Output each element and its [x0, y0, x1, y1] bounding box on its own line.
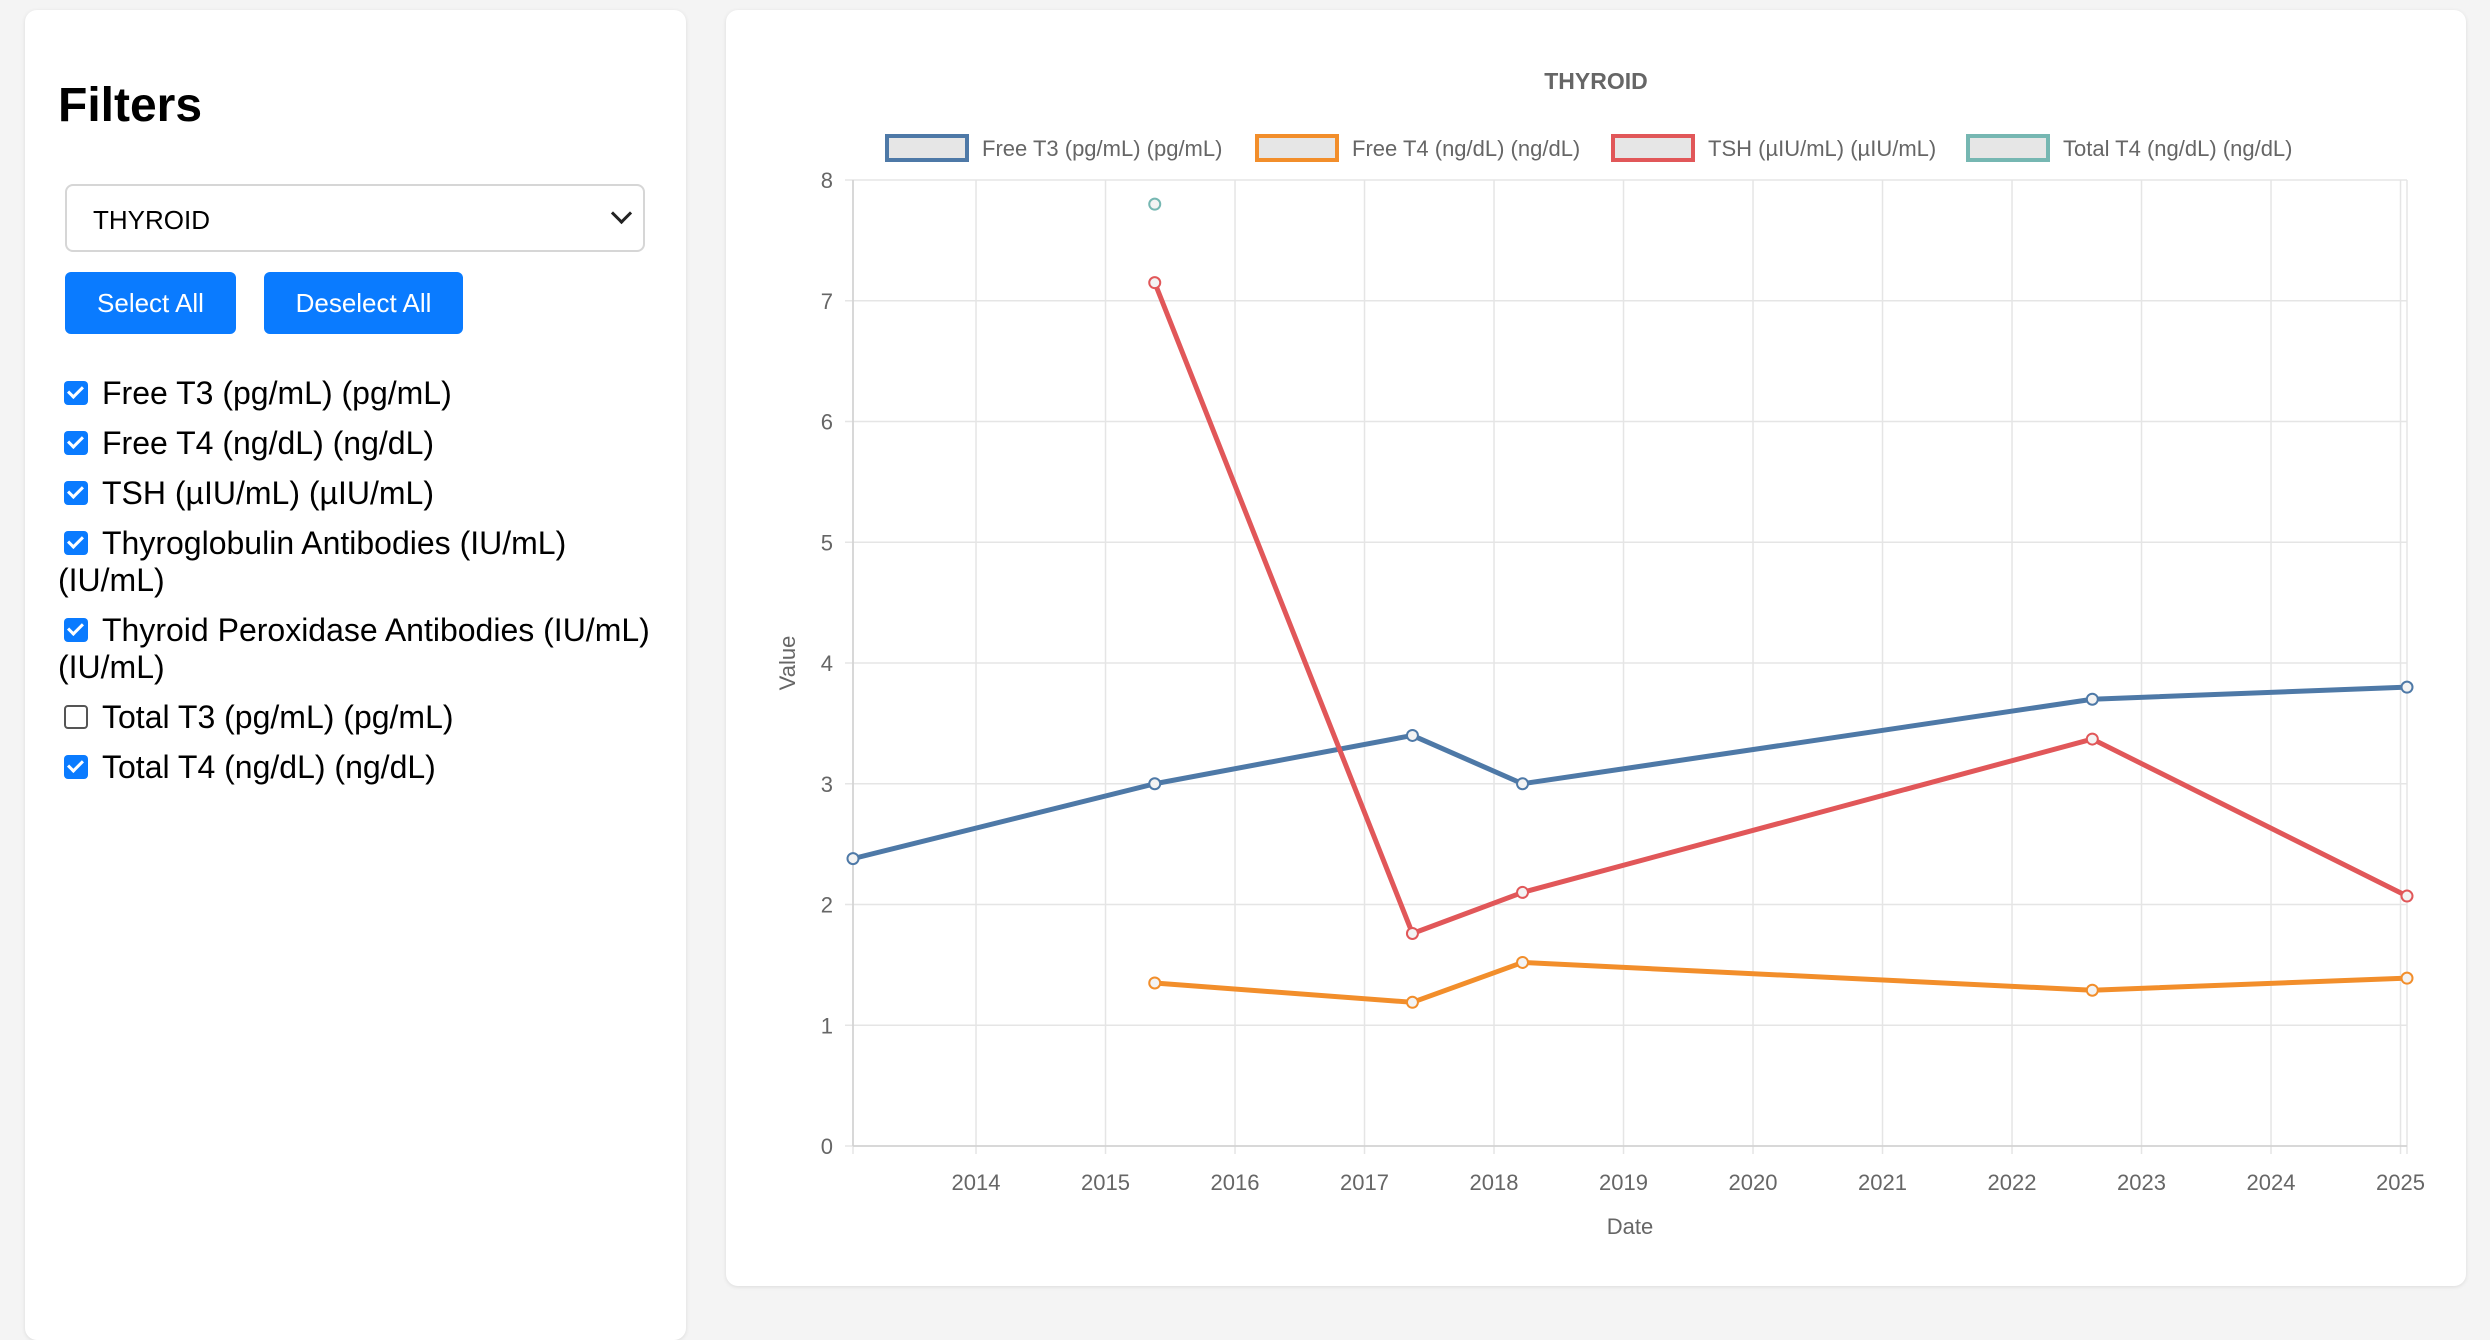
- test-checkbox-label: Thyroglobulin Antibodies (IU/mL) (IU/mL): [58, 525, 567, 598]
- data-point: [1405, 926, 1419, 940]
- filters-title: Filters: [58, 79, 203, 132]
- x-tick-label: 2021: [1858, 1170, 1907, 1195]
- data-point: [1516, 885, 1530, 899]
- data-point: [1148, 777, 1162, 791]
- test-checkbox[interactable]: [64, 381, 88, 405]
- x-tick-label: 2019: [1599, 1170, 1648, 1195]
- data-point: [1516, 955, 1530, 969]
- series-line: [1152, 280, 2410, 936]
- data-point: [2400, 680, 2414, 694]
- chart-panel: THYROID Free T3 (pg/mL) (pg/mL) Free T4 (n…: [726, 10, 2466, 1286]
- data-point: [2085, 732, 2099, 746]
- test-checkbox[interactable]: [64, 431, 88, 455]
- legend-label[interactable]: TSH (µIU/mL) (µIU/mL): [1708, 136, 1936, 161]
- test-checkbox[interactable]: [64, 618, 88, 642]
- x-tick-label: 2025: [2376, 1170, 2425, 1195]
- legend-swatch[interactable]: [1611, 134, 1695, 162]
- test-checkbox-label: Free T3 (pg/mL) (pg/mL): [102, 375, 452, 411]
- test-checkbox[interactable]: [64, 531, 88, 555]
- x-tick-label: 2017: [1340, 1170, 1389, 1195]
- test-checkbox-item[interactable]: Total T3 (pg/mL) (pg/mL): [58, 699, 678, 736]
- series-line: [1152, 959, 2410, 1005]
- y-tick-label: 1: [821, 1013, 833, 1038]
- y-tick-label: 7: [821, 289, 833, 314]
- test-checkbox-label: Free T4 (ng/dL) (ng/dL): [102, 425, 435, 461]
- category-select[interactable]: THYROID: [65, 184, 645, 252]
- data-point: [1405, 728, 1419, 742]
- test-checkbox-item[interactable]: Total T4 (ng/dL) (ng/dL): [58, 749, 678, 786]
- series-line: [850, 684, 2410, 862]
- data-point: [846, 852, 860, 866]
- x-axis-title: Date: [1607, 1214, 1653, 1239]
- data-point: [1148, 197, 1162, 211]
- data-point: [2400, 889, 2414, 903]
- legend-swatch[interactable]: [885, 134, 969, 162]
- chevron-down-icon: [610, 202, 633, 225]
- x-tick-label: 2014: [952, 1170, 1001, 1195]
- test-checkbox[interactable]: [64, 755, 88, 779]
- legend-label[interactable]: Free T4 (ng/dL) (ng/dL): [1352, 136, 1580, 161]
- x-tick-label: 2022: [1988, 1170, 2037, 1195]
- y-axis-title: Value: [775, 636, 800, 691]
- test-checkbox-label: Thyroid Peroxidase Antibodies (IU/mL) (I…: [58, 612, 650, 685]
- test-checkbox-list: Free T3 (pg/mL) (pg/mL) Free T4 (ng/dL) (…: [58, 375, 678, 799]
- data-point: [1148, 976, 1162, 990]
- test-checkbox-label: Total T4 (ng/dL) (ng/dL): [102, 749, 436, 785]
- x-tick-label: 2018: [1470, 1170, 1519, 1195]
- test-checkbox-item[interactable]: Free T4 (ng/dL) (ng/dL): [58, 425, 678, 462]
- y-tick-label: 0: [821, 1134, 833, 1159]
- test-checkbox-label: TSH (µIU/mL) (µIU/mL): [102, 475, 434, 511]
- deselect-all-button[interactable]: Deselect All: [264, 272, 463, 334]
- y-tick-label: 3: [821, 772, 833, 797]
- x-tick-label: 2023: [2117, 1170, 2166, 1195]
- x-tick-label: 2015: [1081, 1170, 1130, 1195]
- y-tick-label: 5: [821, 530, 833, 555]
- filters-sidebar: Filters THYROID Select All Deselect All …: [25, 10, 686, 1340]
- data-point: [1516, 777, 1530, 791]
- select-all-button[interactable]: Select All: [65, 272, 236, 334]
- legend-swatch[interactable]: [1255, 134, 1339, 162]
- chart-title: THYROID: [1544, 68, 1648, 94]
- legend-label[interactable]: Total T4 (ng/dL) (ng/dL): [2063, 136, 2293, 161]
- legend-swatch[interactable]: [1966, 134, 2050, 162]
- line-chart: THYROID Free T3 (pg/mL) (pg/mL) Free T4 (n…: [775, 68, 2425, 1239]
- test-checkbox-item[interactable]: TSH (µIU/mL) (µIU/mL): [58, 475, 678, 512]
- data-point: [1148, 276, 1162, 290]
- x-tick-label: 2020: [1729, 1170, 1778, 1195]
- y-tick-label: 8: [821, 168, 833, 193]
- data-point: [2085, 692, 2099, 706]
- test-checkbox-item[interactable]: Free T3 (pg/mL) (pg/mL): [58, 375, 678, 412]
- legend-label[interactable]: Free T3 (pg/mL) (pg/mL): [982, 136, 1222, 161]
- y-tick-label: 4: [821, 651, 833, 676]
- y-tick-label: 2: [821, 893, 833, 918]
- test-checkbox[interactable]: [64, 481, 88, 505]
- y-tick-label: 6: [821, 410, 833, 435]
- x-tick-label: 2016: [1211, 1170, 1260, 1195]
- category-select-value: THYROID: [93, 205, 210, 235]
- data-point: [1405, 995, 1419, 1009]
- x-tick-label: 2024: [2247, 1170, 2296, 1195]
- test-checkbox-item[interactable]: Thyroglobulin Antibodies (IU/mL) (IU/mL): [58, 525, 678, 599]
- data-point: [2085, 983, 2099, 997]
- data-point: [2400, 971, 2414, 985]
- test-checkbox-label: Total T3 (pg/mL) (pg/mL): [102, 699, 454, 735]
- test-checkbox[interactable]: [64, 705, 88, 729]
- test-checkbox-item[interactable]: Thyroid Peroxidase Antibodies (IU/mL) (I…: [58, 612, 678, 686]
